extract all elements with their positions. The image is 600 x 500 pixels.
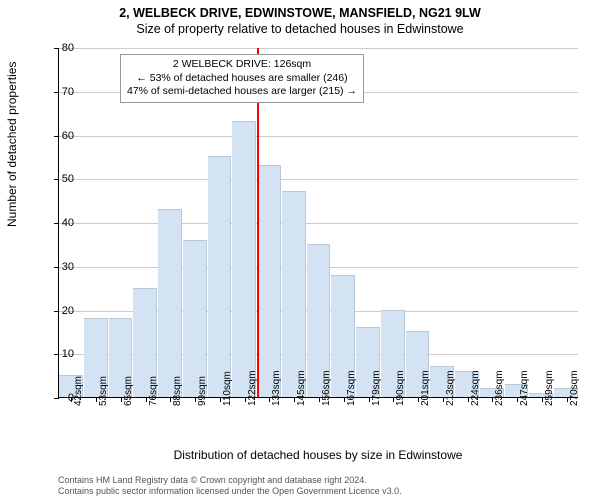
x-tick-label: 145sqm — [296, 370, 307, 406]
x-tick-label: 122sqm — [247, 370, 258, 406]
x-tick-mark — [567, 397, 568, 402]
x-tick-label: 110sqm — [222, 371, 233, 406]
x-tick-label: 236sqm — [494, 370, 505, 406]
y-tick-label: 0 — [44, 392, 74, 404]
x-tick-mark — [542, 397, 543, 402]
annotation-line-2: ← 53% of detached houses are smaller (24… — [127, 72, 357, 86]
x-tick-label: 76sqm — [148, 376, 159, 406]
y-tick-label: 30 — [44, 261, 74, 273]
x-tick-label: 247sqm — [519, 370, 530, 406]
x-tick-mark — [319, 397, 320, 402]
x-tick-label: 201sqm — [420, 370, 431, 406]
y-tick-label: 40 — [44, 217, 74, 229]
x-tick-label: 156sqm — [321, 370, 332, 406]
x-tick-label: 270sqm — [569, 370, 580, 406]
x-tick-mark — [146, 397, 147, 402]
y-tick-label: 60 — [44, 130, 74, 142]
x-tick-mark — [220, 397, 221, 402]
annotation-line-1: 2 WELBECK DRIVE: 126sqm — [127, 58, 357, 72]
y-tick-label: 70 — [44, 86, 74, 98]
x-tick-label: 224sqm — [470, 370, 481, 406]
histogram-bar — [282, 191, 306, 397]
x-tick-label: 133sqm — [271, 370, 282, 406]
x-tick-mark — [517, 397, 518, 402]
histogram-bar — [158, 209, 182, 397]
x-tick-mark — [369, 397, 370, 402]
attribution-line-2: Contains public sector information licen… — [58, 486, 578, 497]
x-tick-mark — [96, 397, 97, 402]
annotation-line-3: 47% of semi-detached houses are larger (… — [127, 85, 357, 99]
chart-title-main: 2, WELBECK DRIVE, EDWINSTOWE, MANSFIELD,… — [0, 0, 600, 20]
y-gridline — [59, 48, 578, 49]
x-tick-label: 259sqm — [544, 370, 555, 406]
x-tick-label: 213sqm — [445, 370, 456, 406]
x-tick-label: 167sqm — [346, 370, 357, 406]
chart-container: 2, WELBECK DRIVE, EDWINSTOWE, MANSFIELD,… — [0, 0, 600, 500]
x-tick-mark — [245, 397, 246, 402]
histogram-bar — [232, 121, 256, 397]
x-tick-label: 53sqm — [98, 376, 109, 406]
y-tick-label: 20 — [44, 305, 74, 317]
x-tick-label: 42sqm — [73, 376, 84, 406]
y-tick-label: 10 — [44, 348, 74, 360]
y-gridline — [59, 223, 578, 224]
chart-title-sub: Size of property relative to detached ho… — [0, 20, 600, 36]
y-tick-label: 80 — [44, 42, 74, 54]
x-axis-label: Distribution of detached houses by size … — [58, 448, 578, 462]
x-tick-label: 88sqm — [172, 376, 183, 406]
x-tick-label: 99sqm — [197, 376, 208, 406]
attribution-line-1: Contains HM Land Registry data © Crown c… — [58, 475, 578, 486]
x-tick-mark — [344, 397, 345, 402]
x-tick-mark — [468, 397, 469, 402]
x-tick-label: 179sqm — [371, 370, 382, 406]
y-tick-label: 50 — [44, 173, 74, 185]
y-axis-label: Number of detached properties — [5, 62, 19, 227]
x-tick-mark — [121, 397, 122, 402]
histogram-bar — [257, 165, 281, 397]
x-tick-mark — [418, 397, 419, 402]
chart-annotation: 2 WELBECK DRIVE: 126sqm ← 53% of detache… — [120, 54, 364, 103]
y-gridline — [59, 179, 578, 180]
attribution: Contains HM Land Registry data © Crown c… — [58, 475, 578, 497]
y-gridline — [59, 136, 578, 137]
x-tick-mark — [443, 397, 444, 402]
histogram-bar — [208, 156, 232, 397]
histogram-bar — [183, 240, 207, 398]
x-tick-label: 190sqm — [395, 370, 406, 406]
x-tick-label: 65sqm — [123, 376, 134, 406]
